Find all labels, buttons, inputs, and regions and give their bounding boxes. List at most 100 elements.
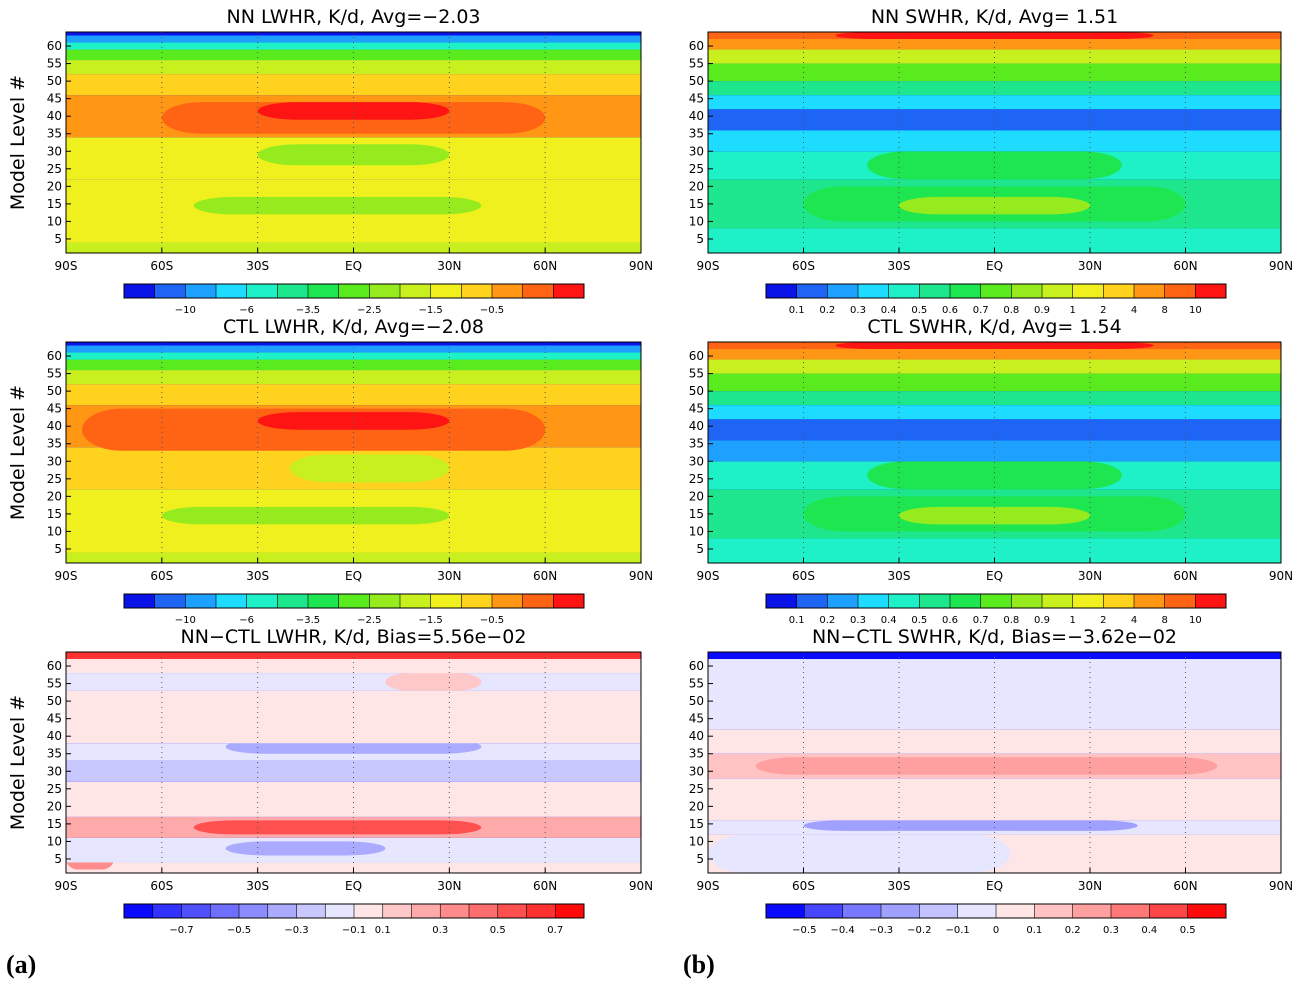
x-tick-label: 90S bbox=[55, 569, 78, 583]
y-tick-label: 35 bbox=[47, 437, 62, 451]
heatmap-band bbox=[66, 342, 641, 346]
colorbar-swatch bbox=[1042, 284, 1074, 298]
colorbar-swatch bbox=[461, 594, 493, 608]
y-tick-label: 40 bbox=[689, 729, 704, 743]
colorbar-label: 0.6 bbox=[942, 615, 958, 626]
colorbar-swatch bbox=[1072, 284, 1104, 298]
y-tick-label: 5 bbox=[54, 542, 62, 556]
x-tick-label: 60N bbox=[1173, 569, 1197, 583]
colorbar-label: 0.4 bbox=[881, 615, 897, 626]
y-tick-label: 5 bbox=[696, 852, 704, 866]
colorbar-label: 0.7 bbox=[973, 305, 989, 316]
colorbar-label: 0.5 bbox=[1180, 925, 1196, 936]
heatmap-band bbox=[66, 35, 641, 43]
colorbar-label: 8 bbox=[1161, 305, 1167, 316]
x-tick-label: EQ bbox=[986, 569, 1003, 583]
y-tick-label: 10 bbox=[689, 524, 704, 538]
heatmap-band bbox=[66, 42, 641, 50]
y-tick-label: 35 bbox=[47, 747, 62, 761]
x-tick-label: 60S bbox=[792, 259, 815, 273]
colorbar-label: 8 bbox=[1161, 615, 1167, 626]
colorbar-swatch bbox=[338, 594, 370, 608]
chart-title: NN SWHR, K/d, Avg= 1.51 bbox=[871, 6, 1118, 28]
colorbar-swatch bbox=[354, 904, 384, 918]
colorbar-label: 0.1 bbox=[789, 305, 805, 316]
x-tick-label: 90S bbox=[697, 569, 720, 583]
y-tick-label: 60 bbox=[689, 39, 704, 53]
heatmap-band bbox=[66, 659, 641, 674]
colorbar-label: 0.5 bbox=[911, 305, 927, 316]
heatmap-band bbox=[66, 690, 641, 744]
colorbar-swatch bbox=[492, 284, 524, 298]
heatmap-band bbox=[193, 196, 482, 215]
heatmap-band bbox=[867, 151, 1122, 180]
colorbar-label: 2 bbox=[1100, 615, 1106, 626]
x-tick-label: 30S bbox=[246, 569, 269, 583]
colorbar-swatch bbox=[1164, 594, 1196, 608]
colorbar-swatch bbox=[296, 904, 326, 918]
x-tick-label: 60N bbox=[533, 569, 557, 583]
heatmap-band bbox=[257, 102, 450, 120]
y-tick-label: 25 bbox=[689, 472, 704, 486]
colorbar-swatch bbox=[950, 284, 982, 298]
y-tick-label: 60 bbox=[47, 349, 62, 363]
y-tick-label: 35 bbox=[689, 127, 704, 141]
colorbar-swatch bbox=[1195, 594, 1227, 608]
heatmap-band bbox=[66, 345, 641, 353]
colorbar-label: −0.4 bbox=[831, 925, 855, 936]
colorbar-label: 0 bbox=[993, 925, 999, 936]
x-tick-label: 90N bbox=[629, 259, 653, 273]
colorbar-swatch bbox=[766, 594, 798, 608]
y-tick-label: 40 bbox=[47, 419, 62, 433]
x-tick-label: EQ bbox=[345, 259, 362, 273]
heatmap-band bbox=[708, 359, 1281, 374]
colorbar-swatch bbox=[210, 904, 240, 918]
chart-title: NN−CTL LWHR, K/d, Bias=5.56e−02 bbox=[181, 626, 527, 648]
y-tick-label: 20 bbox=[689, 799, 704, 813]
colorbar-label: 0.1 bbox=[375, 925, 391, 936]
y-tick-label: 5 bbox=[696, 542, 704, 556]
colorbar-swatch bbox=[980, 594, 1012, 608]
heatmap-band bbox=[835, 32, 1154, 40]
y-tick-label: 25 bbox=[47, 162, 62, 176]
x-tick-label: 90N bbox=[629, 879, 653, 893]
colorbar-swatch bbox=[1011, 284, 1043, 298]
colorbar-swatch bbox=[185, 594, 217, 608]
colorbar-label: −1.5 bbox=[419, 305, 443, 316]
heatmap-band bbox=[708, 834, 1011, 873]
colorbar-label: 1 bbox=[1069, 305, 1075, 316]
colorbar-swatch bbox=[919, 594, 951, 608]
y-tick-label: 50 bbox=[689, 384, 704, 398]
colorbar-swatch bbox=[522, 284, 554, 298]
y-tick-label: 5 bbox=[696, 232, 704, 246]
colorbar-swatch bbox=[827, 594, 859, 608]
chart-panel-2: CTL LWHR, K/d, Avg=−2.08 5 10 15 20 25 30 35 40 4… bbox=[7, 316, 653, 583]
x-tick-label: 30N bbox=[437, 569, 461, 583]
colorbar-label: 0.1 bbox=[789, 615, 805, 626]
heatmap-band bbox=[225, 841, 386, 856]
colorbar-label: −0.5 bbox=[480, 305, 504, 316]
y-tick-label: 50 bbox=[47, 74, 62, 88]
colorbar-swatch bbox=[555, 904, 585, 918]
colorbar-swatch bbox=[881, 904, 920, 918]
colorbar-swatch bbox=[461, 284, 493, 298]
colorbar-label: −2.5 bbox=[357, 615, 381, 626]
y-tick-label: 45 bbox=[689, 402, 704, 416]
colorbar-label: −0.5 bbox=[480, 615, 504, 626]
y-tick-label: 35 bbox=[47, 127, 62, 141]
heatmap-band bbox=[257, 412, 450, 430]
colorbar-swatch bbox=[1195, 284, 1227, 298]
colorbar-swatch bbox=[996, 904, 1035, 918]
heatmap-band bbox=[66, 352, 641, 360]
colorbar-label: −0.5 bbox=[227, 925, 251, 936]
colorbar-swatch bbox=[766, 904, 805, 918]
colorbar-swatch bbox=[1011, 594, 1043, 608]
colorbar-label: −0.1 bbox=[946, 925, 970, 936]
chart-title: NN LWHR, K/d, Avg=−2.03 bbox=[227, 6, 481, 28]
colorbar-label: 0.9 bbox=[1034, 305, 1050, 316]
heatmap-band bbox=[708, 109, 1281, 131]
colorbar-label: 10 bbox=[1189, 615, 1202, 626]
colorbar-swatch bbox=[1072, 904, 1112, 918]
colorbar-swatch bbox=[124, 284, 156, 298]
